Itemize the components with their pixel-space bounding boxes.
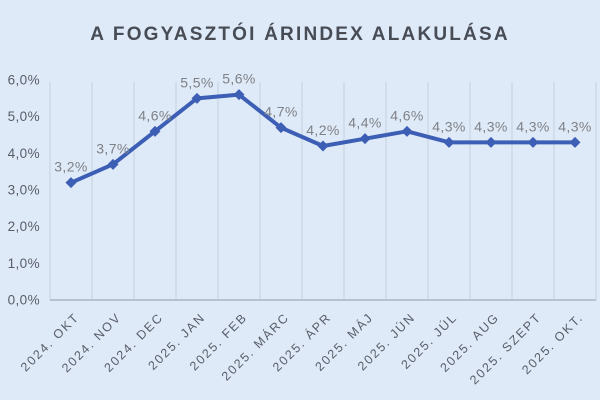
- data-label: 4,3%: [516, 118, 550, 134]
- y-axis-tick-label: 3,0%: [8, 183, 40, 198]
- data-point-marker: [191, 92, 203, 104]
- data-point-marker: [275, 122, 287, 134]
- data-point-marker: [443, 136, 455, 148]
- data-label: 4,3%: [558, 118, 592, 134]
- data-label: 5,6%: [222, 71, 256, 87]
- data-point-marker: [569, 136, 581, 148]
- data-point-marker: [527, 136, 539, 148]
- data-point-marker: [65, 177, 77, 189]
- data-label: 4,3%: [474, 118, 508, 134]
- data-point-marker: [317, 140, 329, 152]
- y-axis-tick-label: 5,0%: [8, 109, 40, 124]
- data-point-marker: [485, 136, 497, 148]
- data-label: 4,4%: [348, 115, 382, 131]
- y-axis-tick-label: 2,0%: [8, 219, 40, 234]
- y-axis-tick-label: 4,0%: [8, 146, 40, 161]
- data-label: 3,2%: [54, 159, 88, 175]
- data-label: 4,3%: [432, 118, 466, 134]
- data-point-marker: [359, 133, 371, 145]
- data-label: 4,7%: [264, 104, 298, 120]
- data-point-marker: [149, 125, 161, 137]
- data-label: 4,6%: [138, 107, 172, 123]
- data-point-marker: [107, 158, 119, 170]
- y-axis-tick-label: 6,0%: [8, 73, 40, 88]
- chart-title: A FOGYASZTÓI ÁRINDEX ALAKULÁSA: [90, 24, 510, 45]
- data-label: 4,2%: [306, 122, 340, 138]
- data-point-marker: [233, 89, 245, 101]
- y-axis-tick-label: 1,0%: [8, 256, 40, 271]
- data-label: 5,5%: [180, 74, 214, 90]
- y-axis-tick-label: 0,0%: [8, 293, 40, 308]
- data-label: 3,7%: [96, 140, 130, 156]
- data-label: 4,6%: [390, 107, 424, 123]
- data-point-marker: [401, 125, 413, 137]
